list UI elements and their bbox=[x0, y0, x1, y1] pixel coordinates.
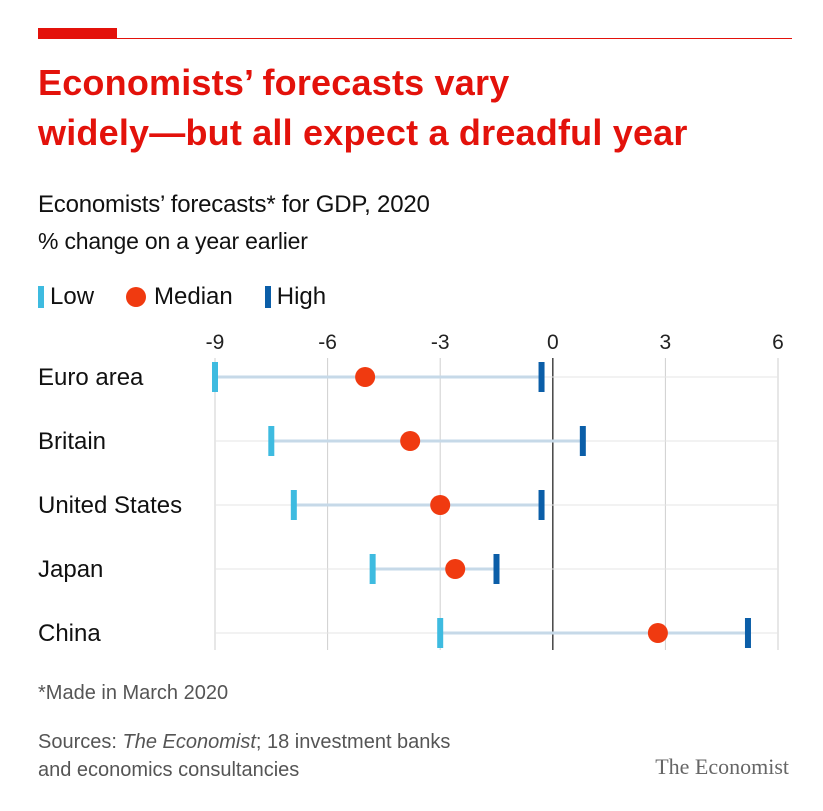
legend-item-high: High bbox=[264, 283, 327, 311]
high-marker bbox=[538, 490, 545, 520]
x-tick-label: -3 bbox=[431, 331, 450, 354]
legend-item-low: Low bbox=[38, 283, 94, 311]
footnote: *Made in March 2020 bbox=[38, 682, 229, 704]
x-tick-label: 0 bbox=[547, 331, 559, 354]
median-marker bbox=[445, 559, 466, 579]
low-marker bbox=[369, 554, 376, 584]
category-label: Euro area bbox=[38, 364, 144, 391]
legend-median-label: Median bbox=[154, 283, 233, 310]
headline: Economists’ forecasts vary widely—but al… bbox=[38, 58, 798, 158]
sources-note: Sources: The Economist; 18 investment ba… bbox=[38, 728, 458, 784]
x-tick-label: -6 bbox=[318, 331, 337, 354]
legend-low-label: Low bbox=[50, 283, 95, 310]
high-marker bbox=[493, 554, 500, 584]
median-marker bbox=[647, 623, 668, 643]
high-marker bbox=[579, 426, 586, 456]
category-label: United States bbox=[38, 492, 182, 519]
top-accent-rule bbox=[38, 38, 792, 39]
high-marker bbox=[744, 618, 751, 648]
low-marker bbox=[212, 362, 218, 392]
sources-prefix: Sources: bbox=[38, 731, 123, 753]
category-label: China bbox=[38, 620, 101, 647]
x-tick-label: 6 bbox=[772, 331, 784, 354]
low-marker bbox=[437, 618, 444, 648]
low-marker bbox=[268, 426, 275, 456]
legend-high-swatch-icon bbox=[264, 286, 271, 308]
brand-logo: The Economist bbox=[655, 754, 789, 779]
low-marker bbox=[290, 490, 297, 520]
legend-median-swatch-icon bbox=[126, 287, 147, 307]
median-marker bbox=[430, 495, 451, 515]
category-label: Britain bbox=[38, 428, 106, 455]
chart-title: Economists’ forecasts* for GDP, 2020 bbox=[38, 191, 430, 218]
legend-high-label: High bbox=[276, 283, 327, 310]
median-marker bbox=[355, 367, 376, 387]
headline-line-1: Economists’ forecasts vary bbox=[38, 62, 510, 103]
x-tick-label: 3 bbox=[660, 331, 672, 354]
sources-rest: ; 18 investment banks and economics cons… bbox=[38, 731, 451, 781]
chart-unit-label: % change on a year earlier bbox=[38, 228, 308, 254]
high-marker bbox=[538, 362, 545, 392]
median-marker bbox=[400, 431, 421, 451]
x-tick-label: -9 bbox=[206, 331, 225, 354]
category-label: Japan bbox=[38, 556, 103, 583]
gdp-forecast-chart: -9 -6 -3 0 3 6 Euro area Britain United States Ja… bbox=[38, 331, 784, 650]
legend: Low Median High bbox=[38, 282, 358, 312]
top-accent-tab bbox=[38, 28, 117, 39]
legend-low-swatch-icon bbox=[38, 286, 44, 308]
sources-publication: The Economist bbox=[122, 731, 256, 753]
headline-line-2: widely—but all expect a dreadful year bbox=[38, 112, 688, 153]
legend-item-median: Median bbox=[126, 283, 233, 311]
